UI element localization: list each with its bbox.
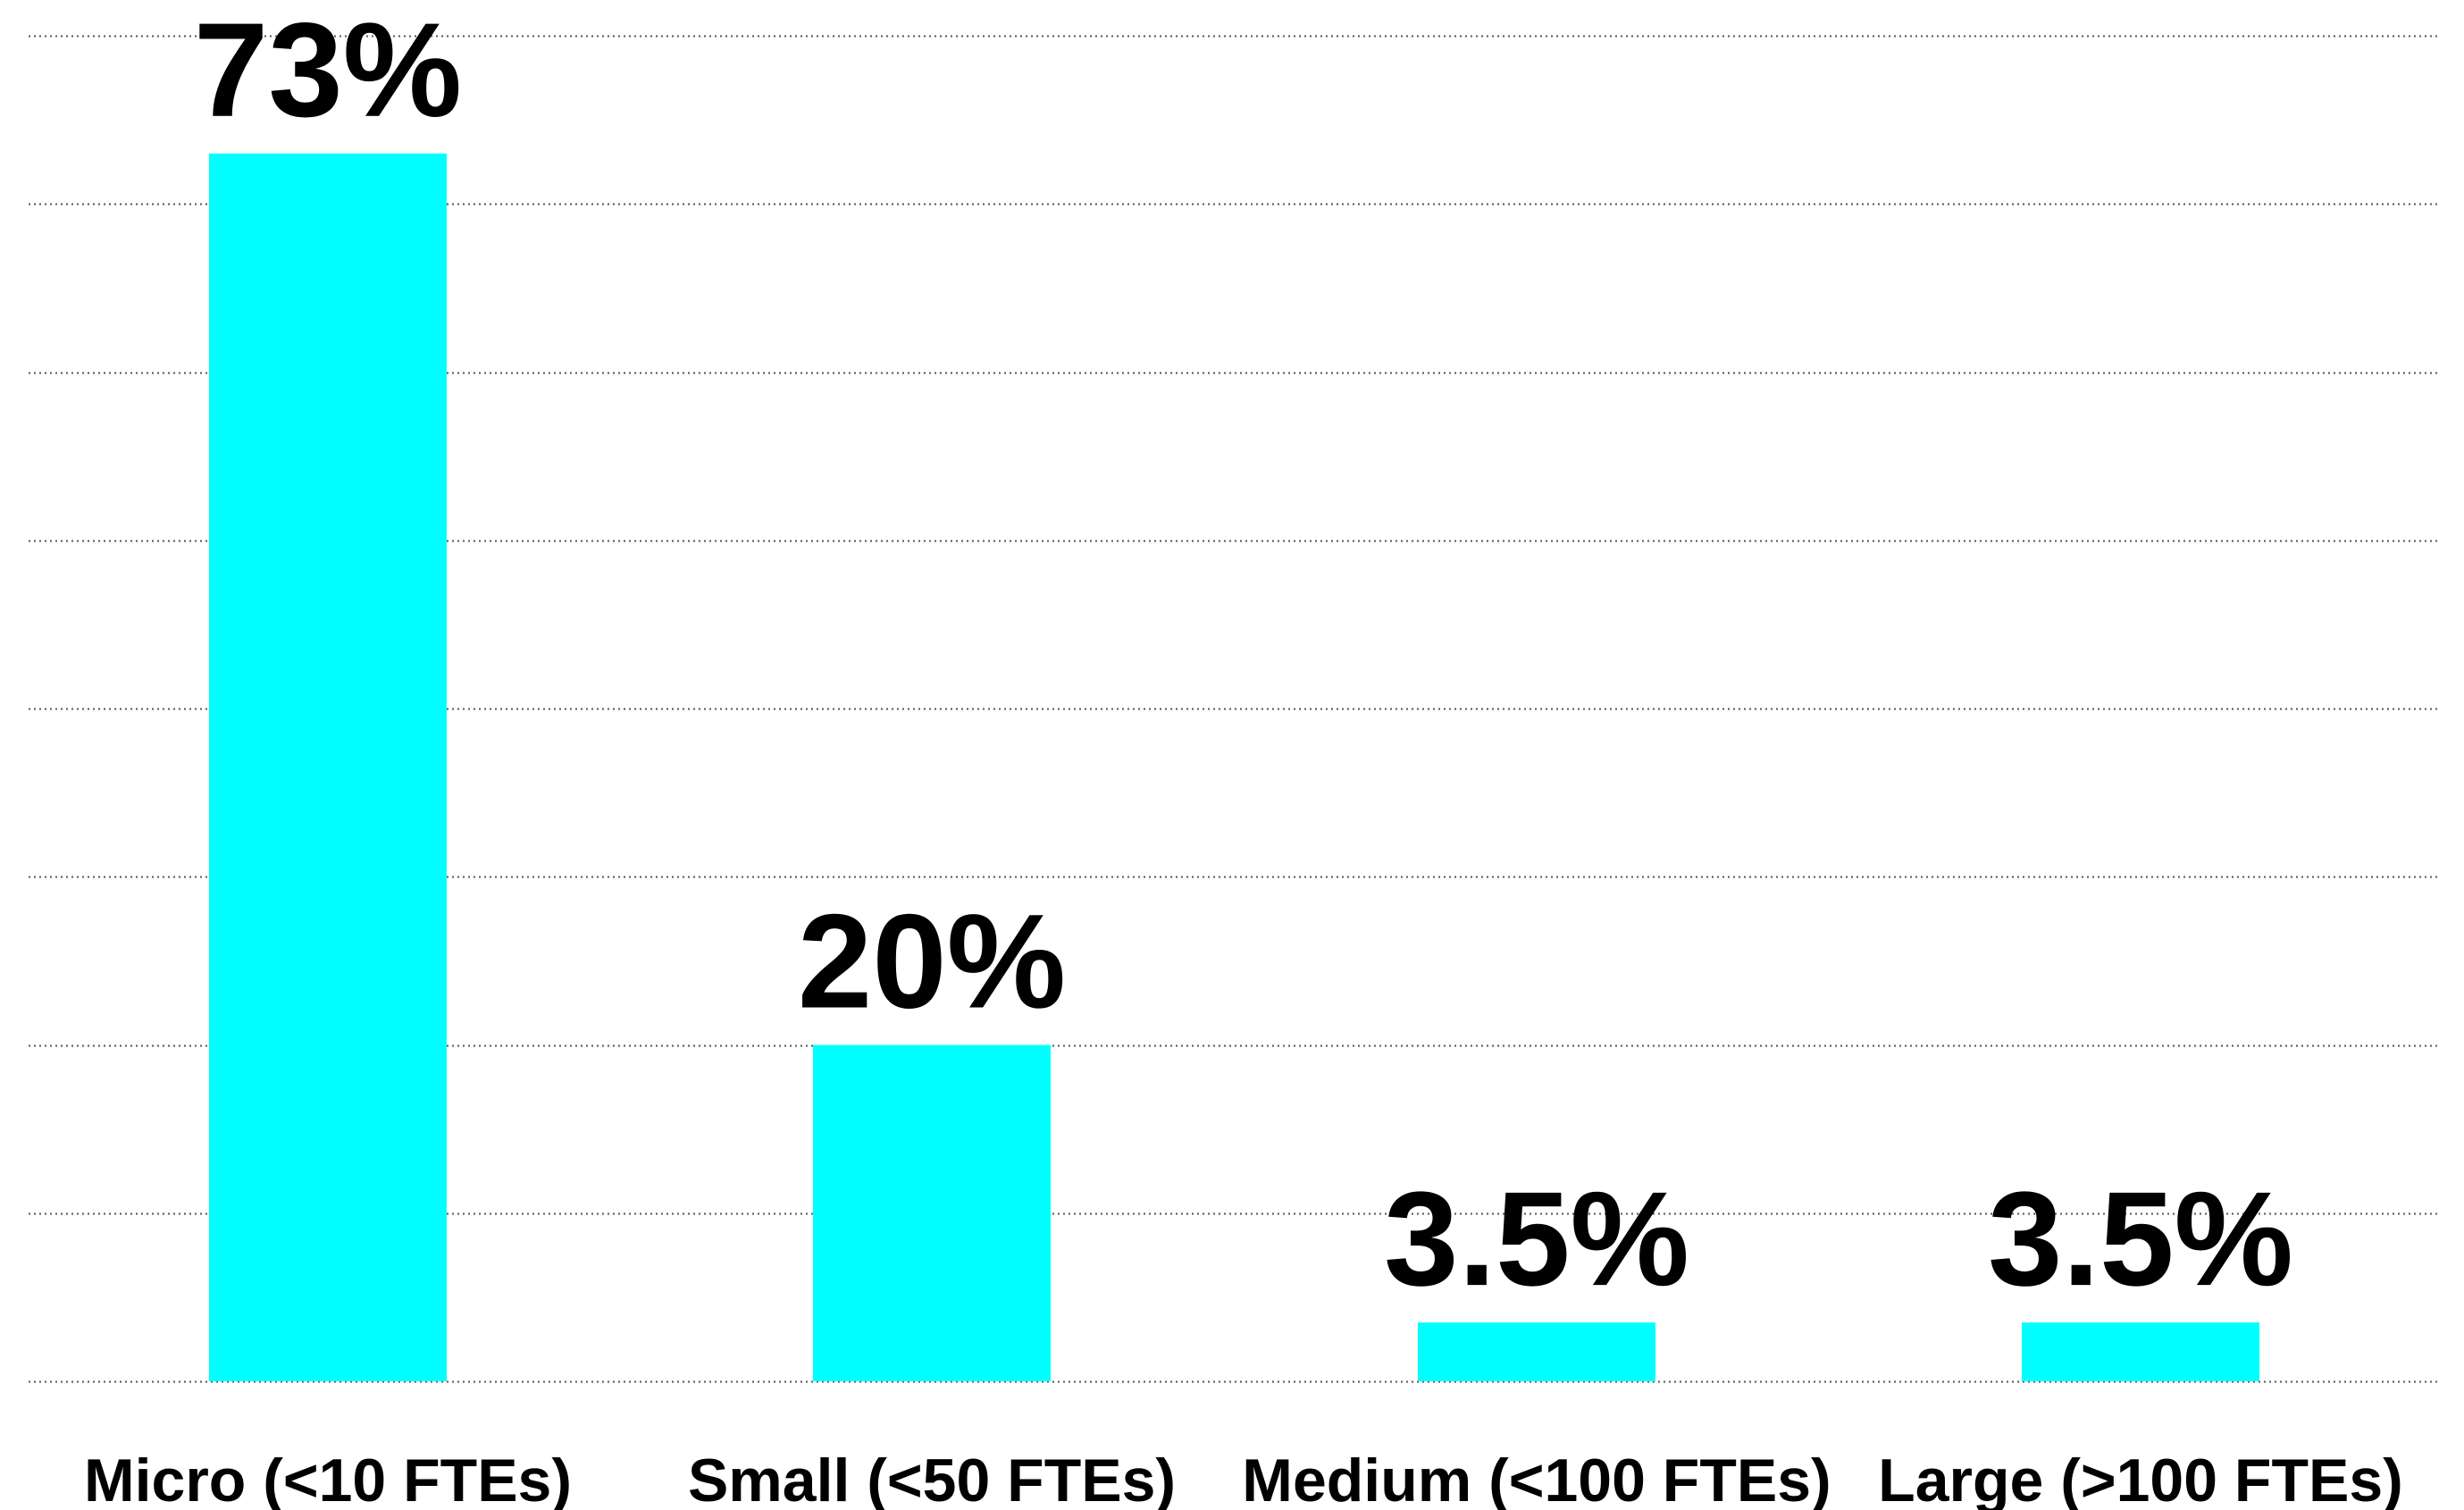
category-label: Micro (<10 FTEs) xyxy=(84,1447,572,1510)
bar xyxy=(209,153,447,1381)
data-label: 3.5% xyxy=(1988,1163,2293,1313)
category-label: Medium (<100 FTEs) xyxy=(1242,1447,1831,1510)
data-label: 3.5% xyxy=(1384,1163,1689,1313)
data-label: 20% xyxy=(798,886,1066,1036)
category-label: Small (<50 FTEs) xyxy=(688,1447,1176,1510)
category-labels: Micro (<10 FTEs) Small (<50 FTEs) Medium (… xyxy=(84,1447,2403,1510)
bar xyxy=(813,1044,1051,1381)
bar xyxy=(1418,1322,1655,1381)
data-label: 73% xyxy=(194,0,462,145)
bars xyxy=(209,153,2259,1381)
category-label: Large (>100 FTEs) xyxy=(1878,1447,2403,1510)
bar xyxy=(2022,1322,2259,1381)
data-labels: 73% 20% 3.5% 3.5% xyxy=(194,0,2293,1313)
